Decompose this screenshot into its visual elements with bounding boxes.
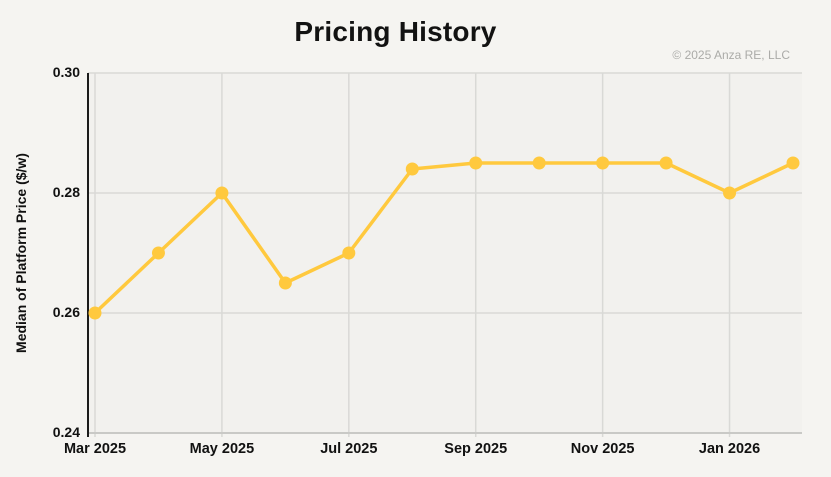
x-tick-label: Mar 2025	[63, 441, 127, 457]
chart-title: Pricing History	[294, 16, 497, 47]
x-tick-label: Jul 2025	[320, 441, 378, 457]
y-tick-label: 0.30	[52, 64, 80, 80]
data-point-nov-2025	[596, 156, 610, 170]
y-tick-label: 0.28	[52, 184, 80, 200]
copyright-attribution: © 2025 Anza RE, LLC	[672, 48, 790, 62]
plot-background	[88, 73, 802, 433]
x-tick-label: Jan 2026	[698, 441, 761, 457]
data-point-oct-2025	[532, 156, 546, 170]
data-point-feb-2026	[786, 156, 800, 170]
data-point-dec-2025	[659, 156, 673, 170]
x-tick-label: May 2025	[189, 441, 255, 457]
data-point-jan-2026	[723, 186, 737, 200]
y-tick-label: 0.24	[52, 424, 80, 440]
x-tick-label: Sep 2025	[444, 441, 508, 457]
price-series-line	[93, 161, 795, 315]
data-point-apr-2025	[151, 246, 165, 260]
x-tick-label: Nov 2025	[570, 441, 635, 457]
y-tick-label: 0.26	[52, 304, 80, 320]
data-point-sep-2025	[469, 156, 483, 170]
data-point-may-2025	[215, 186, 229, 200]
data-point-aug-2025	[405, 162, 419, 176]
data-point-mar-2025	[88, 306, 102, 320]
data-point-jun-2025	[278, 276, 292, 290]
data-point-jul-2025	[342, 246, 356, 260]
